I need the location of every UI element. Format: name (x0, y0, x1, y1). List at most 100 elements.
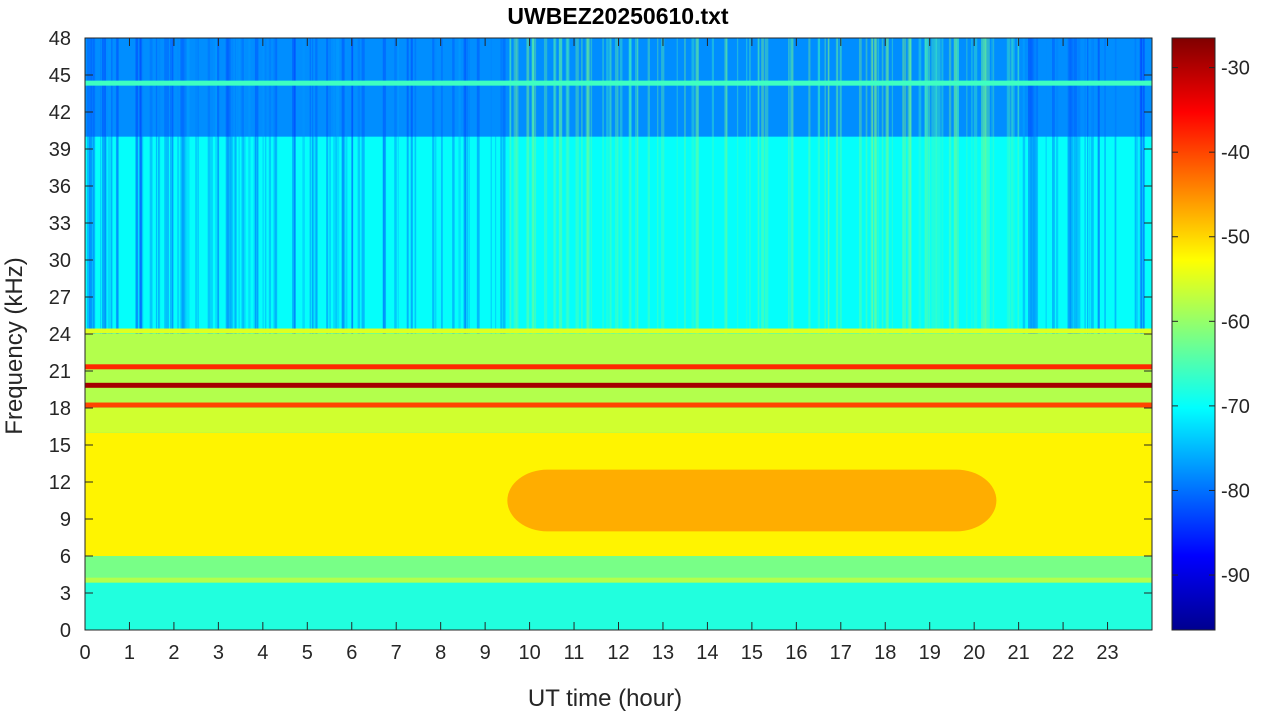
x-tick-label: 0 (79, 642, 90, 664)
heatmap-streak (1076, 38, 1079, 334)
heatmap-streak (513, 38, 517, 334)
heatmap-streak (1011, 38, 1015, 334)
heatmap-streak (1008, 38, 1010, 334)
heatmap-region (85, 334, 1152, 408)
heatmap-streak (1141, 38, 1144, 334)
heatmap-streak (925, 38, 929, 334)
heatmap-streak (629, 38, 631, 334)
heatmap-streak (1097, 38, 1100, 334)
heatmap-streak (476, 38, 480, 334)
colorbar-tick-label: -70 (1221, 396, 1250, 418)
heatmap-streak (1052, 38, 1055, 334)
heatmap-streak (558, 38, 563, 334)
x-tick-label: 11 (564, 642, 585, 664)
heatmap-streak (230, 38, 233, 334)
x-tick-label: 5 (302, 642, 313, 664)
heatmap-streak (351, 38, 354, 334)
heatmap-streak (886, 38, 889, 334)
heatmap-streak (435, 38, 437, 334)
heatmap-streak (761, 38, 764, 334)
heatmap-region (85, 136, 1152, 334)
y-tick-label: 18 (49, 398, 71, 420)
heatmap-streak (954, 38, 957, 334)
colorbar-tick-label: -30 (1221, 58, 1250, 80)
heatmap-streak (941, 38, 944, 334)
heatmap-streak (500, 38, 502, 334)
heatmap-streak (333, 38, 336, 334)
y-tick-label: 42 (49, 102, 71, 124)
heatmap-streak (440, 38, 443, 334)
x-tick-label: 4 (257, 642, 268, 664)
heatmap-streak (1030, 38, 1033, 334)
heatmap-streak (231, 38, 234, 334)
heatmap-streak (311, 38, 315, 334)
heatmap-streak (382, 38, 385, 334)
heatmap-streak (383, 38, 385, 334)
heatmap-streak (1087, 38, 1089, 334)
heatmap-streak (316, 38, 318, 334)
heatmap-streak (881, 38, 884, 334)
heatmap-streak (1031, 38, 1035, 334)
heatmap-streak (1034, 38, 1037, 334)
y-axis-label: Frequency (kHz) (1, 257, 28, 434)
heatmap-streak (526, 38, 530, 334)
heatmap-streak (1017, 38, 1020, 334)
heatmap-streak (230, 38, 232, 334)
chart-title: UWBEZ20250610.txt (507, 3, 728, 29)
heatmap-streak (736, 38, 739, 334)
heatmap-streak (1114, 38, 1117, 334)
x-tick-label: 21 (1008, 642, 1030, 664)
y-tick-label: 6 (60, 546, 71, 568)
colorbar-tick-label: -80 (1221, 480, 1250, 502)
heatmap-streak (840, 38, 842, 334)
heatmap-streak (341, 38, 345, 334)
heatmap-plot-area (85, 38, 1152, 630)
heatmap-streak (1022, 38, 1025, 334)
heatmap-streak (1032, 38, 1035, 334)
heatmap-streak (1017, 38, 1019, 334)
heatmap-streak (692, 38, 695, 334)
heatmap-streak (501, 38, 503, 334)
heatmap-streak (180, 38, 184, 334)
heatmap-streak (902, 38, 904, 334)
heatmap-streak (1077, 38, 1081, 334)
colorbar-tick-label: -40 (1221, 142, 1250, 164)
heatmap-streak (502, 38, 506, 334)
heatmap-streak (585, 38, 588, 334)
heatmap-streak (725, 38, 728, 334)
heatmap-streak (135, 38, 138, 334)
heatmap-streak (1104, 38, 1106, 334)
x-tick-label: 15 (741, 642, 763, 664)
y-tick-label: 3 (60, 583, 71, 605)
heatmap-streak (874, 38, 878, 334)
heatmap-streak (1022, 38, 1026, 334)
heatmap-streak (787, 38, 790, 334)
heatmap-streak (225, 38, 229, 334)
heatmap-streak (494, 38, 497, 334)
heatmap-streak (610, 38, 612, 334)
heatmap-streak (294, 38, 296, 334)
heatmap-streak (509, 38, 512, 334)
heatmap-streak (629, 38, 631, 334)
heatmap-streak (1067, 38, 1072, 334)
heatmap-streak (587, 38, 591, 334)
heatmap-streak (924, 38, 927, 334)
heatmap-streak (165, 38, 169, 334)
heatmap-streak (185, 38, 187, 334)
x-tick-label: 6 (346, 642, 357, 664)
heatmap-streak (140, 38, 143, 334)
heatmap-streak (1033, 38, 1037, 334)
heatmap-streak (264, 38, 267, 334)
heatmap-streak (602, 38, 604, 334)
heatmap-streak (335, 38, 337, 334)
heatmap-streak (217, 38, 219, 334)
heatmap-streak (490, 38, 492, 334)
heatmap-streak (157, 38, 161, 334)
heatmap-streak (1006, 38, 1009, 334)
colorbar-gradient (1171, 37, 1216, 631)
heatmap-streak (858, 38, 862, 334)
heatmap-streak (986, 38, 990, 334)
heatmap-streak (1084, 38, 1086, 334)
heatmap-streak (616, 38, 619, 334)
heatmap-streak (684, 38, 686, 334)
